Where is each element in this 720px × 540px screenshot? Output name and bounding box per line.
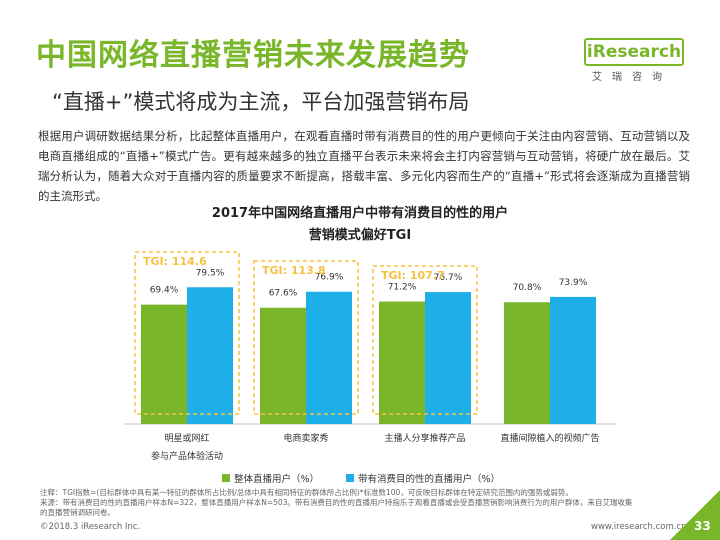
category-label: 明星或网红 — [164, 432, 209, 444]
page-number: 33 — [694, 519, 711, 533]
bar-consumer — [550, 296, 596, 424]
website-link[interactable]: www.iresearch.com.cn — [591, 522, 687, 532]
data-label: 70.8% — [513, 283, 542, 293]
legend-label: 整体直播用户（%） — [234, 473, 319, 485]
footnote-line: 注释：TGI指数=(目标群体中具有某一特征的群体所占比例/总体中具有相同特征的群… — [40, 488, 573, 497]
bar-overall — [379, 301, 425, 424]
tgi-label: TGI: 107.7 — [381, 269, 445, 282]
category-label: 主播人分享推荐产品 — [384, 432, 465, 444]
data-label: 69.4% — [150, 286, 179, 296]
category-label: 电商卖家秀 — [283, 432, 328, 444]
footnote-line: 来源：带有消费目的性的直播用户样本N=322，整体直播用户样本N=503。带有消… — [40, 498, 633, 507]
page-title: 中国网络直播营销未来发展趋势 — [36, 38, 470, 73]
bar-consumer — [187, 287, 233, 424]
copyright: ©2018.3 iResearch Inc. — [40, 522, 141, 532]
category-label: 参与产品体验活动 — [151, 450, 223, 462]
iresearch-logo: iResearch 艾瑞咨询 — [584, 38, 684, 84]
tgi-label: TGI: 114.6 — [143, 255, 207, 268]
body-paragraph: 根据用户调研数据结果分析，比起整体直播用户，在观看直播时带有消费目的性的用户更倾… — [38, 129, 690, 203]
page-corner-shape — [670, 490, 720, 540]
logo-subtext: 艾瑞咨询 — [592, 72, 672, 83]
bar-consumer — [425, 292, 471, 424]
legend-label: 带有消费目的性的直播用户（%） — [358, 473, 500, 485]
data-label: 73.9% — [559, 278, 588, 288]
chart-title-line2: 营销模式偏好TGI — [308, 228, 412, 243]
footnote: 注释：TGI指数=(目标群体中具有某一特征的群体所占比例/总体中具有相同特征的群… — [40, 488, 690, 518]
bar-overall — [504, 302, 550, 424]
category-label: 直播间隙植入的视频广告 — [500, 432, 599, 444]
tgi-box — [134, 251, 240, 415]
bar-overall — [260, 307, 306, 424]
legend-swatch — [346, 474, 354, 482]
tgi-box — [372, 265, 478, 415]
data-label: 67.6% — [269, 289, 298, 299]
data-label: 71.2% — [388, 283, 417, 293]
data-label: 76.7% — [434, 273, 463, 283]
footnote-line: 的直播营销调研问卷。 — [40, 508, 115, 517]
data-label: 79.5% — [196, 268, 225, 278]
legend-swatch — [222, 474, 230, 482]
data-label: 76.9% — [315, 273, 344, 283]
tgi-label: TGI: 113.8 — [262, 264, 326, 277]
bar-overall — [141, 304, 187, 424]
chart-title-line1: 2017年中国网络直播用户中带有消费目的性的用户 — [211, 206, 509, 221]
page-subtitle: “直播+”模式将成为主流，平台加强营销布局 — [52, 90, 470, 114]
logo-text: iResearch — [584, 38, 684, 66]
bar-consumer — [306, 291, 352, 424]
tgi-box — [253, 260, 359, 415]
